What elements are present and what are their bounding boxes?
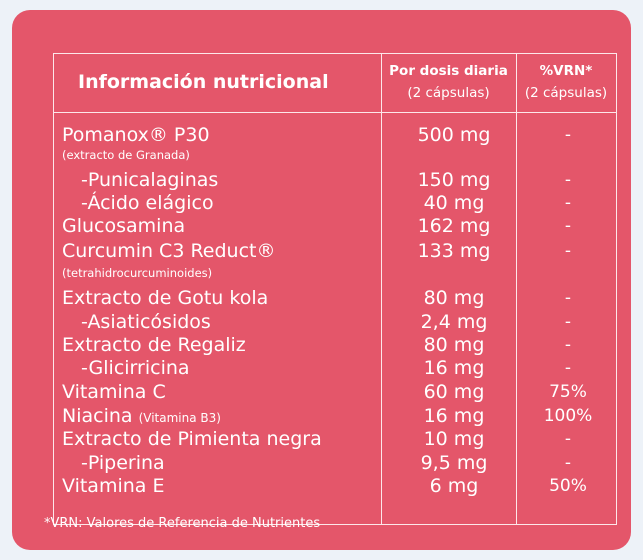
nutrient-dose: 16 mg <box>423 405 485 427</box>
nutrient-vrn: 50% <box>549 476 587 496</box>
table-row: Vitamina C 60 mg 75% <box>54 380 616 404</box>
nutrient-note: (Vitamina B3) <box>138 411 221 425</box>
nutrient-name: -Ácido elágico <box>81 192 214 214</box>
nutrient-name: -Glicirricina <box>81 357 190 379</box>
nutrient-dose: 40 mg <box>423 192 485 214</box>
nutrient-vrn: - <box>564 125 572 145</box>
nutrient-name: Extracto de Gotu kola <box>62 287 269 309</box>
table-row: Curcumin C3 Reduct® 133 mg - <box>54 239 616 263</box>
nutrient-name: -Punicalaginas <box>81 169 219 191</box>
table-row: -Punicalaginas 150 mg - <box>54 168 616 192</box>
header-divider <box>54 112 616 113</box>
header-vrn-label: %VRN* <box>539 63 593 79</box>
table-row: Glucosamina 162 mg - <box>54 214 616 238</box>
nutrient-name: Vitamina C <box>62 381 166 403</box>
nutrient-dose: 10 mg <box>423 428 485 450</box>
nutrient-vrn: 75% <box>549 382 587 402</box>
nutrient-name: -Asiaticósidos <box>81 311 211 333</box>
table-row: (tetrahidrocurcuminoides) <box>54 261 616 285</box>
nutrient-name: (extracto de Granada) <box>62 148 190 162</box>
table-row: -Glicirricina 16 mg - <box>54 356 616 380</box>
nutrient-vrn: - <box>564 241 572 261</box>
table-title: Información nutricional <box>78 71 329 93</box>
nutrient-name: Niacina <box>62 405 133 427</box>
nutrition-table: Información nutricional Por dosis diaria… <box>53 53 617 525</box>
nutrient-vrn: - <box>564 335 572 355</box>
header-vrn: %VRN* (2 cápsulas) <box>516 63 616 101</box>
nutrient-dose: 133 mg <box>417 240 491 262</box>
header-dose: Por dosis diaria (2 cápsulas) <box>381 63 516 101</box>
table-row: Vitamina E 6 mg 50% <box>54 474 616 498</box>
table-row: Extracto de Pimienta negra 10 mg - <box>54 427 616 451</box>
vrn-footnote: *VRN: Valores de Referencia de Nutriente… <box>44 516 321 531</box>
nutrient-dose: 60 mg <box>423 381 485 403</box>
table-row: Extracto de Regaliz 80 mg - <box>54 333 616 357</box>
table-row: Extracto de Gotu kola 80 mg - <box>54 286 616 310</box>
table-row: -Asiaticósidos 2,4 mg - <box>54 310 616 334</box>
nutrient-dose: 16 mg <box>423 357 485 379</box>
nutrient-name: -Piperina <box>81 452 165 474</box>
table-row: -Ácido elágico 40 mg - <box>54 191 616 215</box>
nutrient-vrn: 100% <box>543 406 593 426</box>
table-row: (extracto de Granada) <box>54 143 616 167</box>
table-row: Pomanox® P30 500 mg - <box>54 123 616 147</box>
nutrient-dose: 9,5 mg <box>420 452 488 474</box>
nutrient-dose: 162 mg <box>417 215 491 237</box>
header-dose-label: Por dosis diaria <box>389 63 508 79</box>
nutrient-dose: 80 mg <box>423 287 485 309</box>
nutrient-name: Extracto de Pimienta negra <box>62 428 322 450</box>
column-divider-1 <box>381 54 382 524</box>
nutrient-vrn: - <box>564 193 572 213</box>
nutrient-name-wrap: Niacina (Vitamina B3) <box>62 404 221 430</box>
nutrient-dose: 2,4 mg <box>420 311 488 333</box>
header-vrn-sublabel: (2 cápsulas) <box>524 85 608 101</box>
header-dose-sublabel: (2 cápsulas) <box>407 85 490 101</box>
nutrient-name: Vitamina E <box>62 475 165 497</box>
nutrient-name: Curcumin C3 Reduct® <box>62 240 276 262</box>
nutrient-dose: 6 mg <box>429 475 479 497</box>
nutrient-name: Extracto de Regaliz <box>62 334 246 356</box>
nutrient-vrn: - <box>564 312 572 332</box>
nutrition-panel: Información nutricional Por dosis diaria… <box>12 10 631 550</box>
nutrient-vrn: - <box>564 216 572 236</box>
nutrient-dose: 500 mg <box>417 124 491 146</box>
nutrient-name: Pomanox® P30 <box>62 124 210 146</box>
nutrient-dose: 150 mg <box>417 169 491 191</box>
column-divider-2 <box>516 54 517 524</box>
table-row: -Piperina 9,5 mg - <box>54 451 616 475</box>
nutrient-vrn: - <box>564 170 572 190</box>
nutrient-name: Glucosamina <box>62 215 186 237</box>
nutrient-vrn: - <box>564 429 572 449</box>
nutrient-vrn: - <box>564 288 572 308</box>
nutrient-name: (tetrahidrocurcuminoides) <box>62 266 213 280</box>
nutrient-dose: 80 mg <box>423 334 485 356</box>
nutrient-vrn: - <box>564 358 572 378</box>
table-row: Niacina (Vitamina B3) 16 mg 100% <box>54 404 616 428</box>
nutrient-vrn: - <box>564 453 572 473</box>
